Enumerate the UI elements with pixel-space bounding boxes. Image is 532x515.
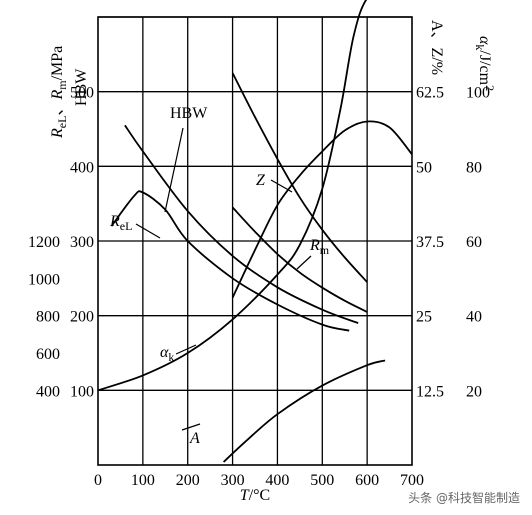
gridlines [98, 16, 412, 465]
hbw-tick-800: 800 [36, 309, 60, 326]
watermark: 头条 @科技智能制造 [408, 490, 520, 505]
ak-tick-20: 20 [466, 383, 482, 400]
series-rm-line [231, 72, 368, 283]
hbw-tick-1200: 1200 [28, 234, 60, 251]
svg-text:αk/J/cm2: αk/J/cm2 [473, 36, 497, 91]
az-tick-37.5: 37.5 [416, 234, 444, 251]
hbw-tick-1000: 1000 [28, 271, 60, 288]
label-hbw: HBW [170, 105, 208, 122]
x-tick-700: 700 [400, 472, 424, 489]
series-z-line [231, 120, 413, 299]
mpa-tick-400: 400 [70, 159, 94, 176]
ak-tick-60: 60 [466, 234, 482, 251]
hbw-tick-600: 600 [36, 346, 60, 363]
hbw-tick-400: 400 [36, 383, 60, 400]
curves [97, 0, 413, 463]
az-tick-62.5: 62.5 [416, 85, 444, 102]
left-axis-label-hbw: HBW [73, 68, 90, 106]
curve-labels: HBW ReL Rm Z αk A [109, 105, 330, 447]
mpa-tick-100: 100 [70, 383, 94, 400]
ak-tick-100: 100 [466, 85, 490, 102]
x-tick-400: 400 [265, 472, 289, 489]
svg-text:HBW: HBW [73, 68, 90, 106]
series-rel-line [110, 190, 350, 332]
az-tick-12.5: 12.5 [416, 383, 444, 400]
az-tick-50: 50 [416, 159, 432, 176]
x-tick-labels: 0 100 200 300 400 500 600 700 [94, 472, 424, 489]
label-z: Z [256, 172, 266, 189]
series-a-line [222, 359, 386, 463]
label-rel: ReL [109, 213, 132, 233]
plot-frame [97, 16, 413, 466]
mpa-tick-200: 200 [70, 309, 94, 326]
series--k-line [97, 0, 368, 392]
right-axis-label-ak: αk/J/cm2 [473, 36, 497, 91]
series-rel-upper-line [124, 124, 359, 324]
x-axis-label: T/°C [240, 487, 270, 504]
label-leaders [135, 127, 312, 431]
x-tick-200: 200 [176, 472, 200, 489]
svg-text:A、Z/%: A、Z/% [428, 20, 445, 75]
x-tick-0: 0 [94, 472, 102, 489]
label-rm: Rm [309, 237, 330, 257]
hbw-tick-labels: 400 600 800 1000 1200 [28, 234, 60, 400]
az-tick-labels: 12.5 25 37.5 50 62.5 [416, 85, 444, 401]
mpa-tick-300: 300 [70, 234, 94, 251]
svg-text:ReL、Rm/MPa: ReL、Rm/MPa [49, 46, 69, 139]
x-tick-600: 600 [355, 472, 379, 489]
ak-tick-labels: 20 40 60 80 100 [466, 85, 490, 401]
left-axis-label: ReL、Rm/MPa [49, 46, 69, 139]
az-tick-25: 25 [416, 309, 432, 326]
x-tick-500: 500 [310, 472, 334, 489]
ak-tick-40: 40 [466, 309, 482, 326]
x-tick-100: 100 [131, 472, 155, 489]
right-axis-label-az: A、Z/% [428, 20, 445, 75]
label-ak: αk [160, 344, 174, 364]
series-hbw-line [231, 206, 368, 313]
label-a: A [189, 430, 200, 447]
x-tick-300: 300 [221, 472, 245, 489]
mpa-tick-labels: 100 200 300 400 500 [70, 85, 94, 401]
ak-tick-80: 80 [466, 159, 482, 176]
mpa-tick-500: 500 [70, 85, 94, 102]
